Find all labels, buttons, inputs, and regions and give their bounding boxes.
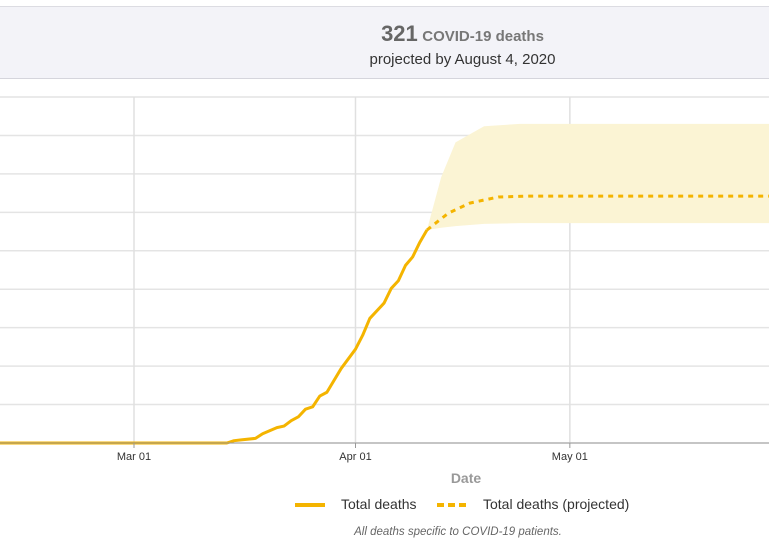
legend-label: Total deaths	[341, 496, 417, 512]
headline: 321 COVID-19 deaths	[0, 21, 769, 47]
projected-deaths-count: 321	[381, 21, 418, 46]
legend-item-projected[interactable]: Total deaths (projected)	[437, 496, 629, 512]
x-axis-title: Date	[451, 470, 482, 486]
x-ticks: Mar 01 Apr 01 May 01	[117, 443, 588, 463]
projected-deaths-line	[426, 194, 769, 232]
total-deaths-line	[0, 229, 429, 445]
series-lines	[0, 194, 769, 445]
legend-item-total-deaths[interactable]: Total deaths	[295, 496, 417, 512]
uncertainty-band	[426, 123, 769, 231]
x-tick-label: May 01	[552, 451, 588, 463]
legend: Total deaths Total deaths (projected)	[295, 496, 629, 512]
projection-uncertainty-area	[426, 123, 769, 231]
x-tick-label: Apr 01	[339, 451, 371, 463]
projected-deaths-label: COVID-19 deaths	[422, 28, 544, 45]
legend-label: Total deaths (projected)	[483, 496, 629, 512]
footnote: All deaths specific to COVID-19 patients…	[354, 526, 562, 538]
x-tick-label: Mar 01	[117, 451, 151, 463]
summary-header: 321 COVID-19 deaths projected by August …	[0, 6, 769, 79]
projection-date: projected by August 4, 2020	[369, 51, 556, 68]
